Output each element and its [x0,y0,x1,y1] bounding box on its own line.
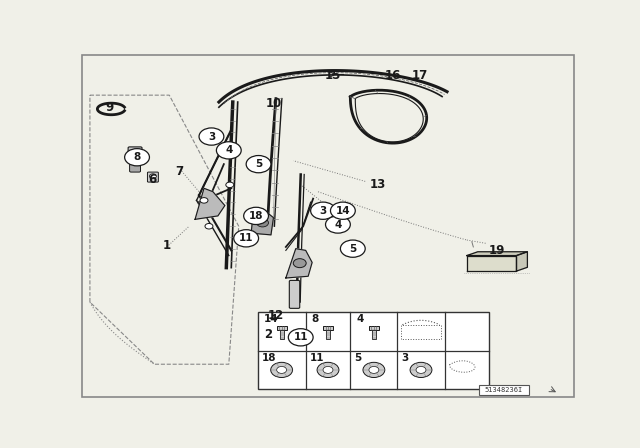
Bar [326,330,330,339]
Circle shape [149,174,156,179]
Polygon shape [251,209,273,235]
FancyBboxPatch shape [289,280,300,308]
Text: 5: 5 [355,353,362,363]
Bar [257,313,489,389]
FancyBboxPatch shape [129,157,141,172]
Text: 2: 2 [264,328,273,341]
Circle shape [234,230,259,247]
Text: 4: 4 [334,220,342,229]
Circle shape [330,202,355,220]
Circle shape [363,362,385,378]
Polygon shape [467,255,516,271]
Polygon shape [195,188,225,220]
Bar [372,330,376,339]
Circle shape [293,258,306,267]
Text: 7: 7 [175,164,183,177]
Polygon shape [467,252,527,255]
Polygon shape [516,252,527,271]
Text: 3: 3 [319,206,326,216]
Circle shape [271,362,292,378]
Text: 14: 14 [335,206,350,216]
Bar [479,385,529,395]
Text: 10: 10 [266,97,282,110]
Text: 51348236I: 51348236I [485,387,524,393]
Text: 14: 14 [264,314,278,324]
Text: 15: 15 [324,69,341,82]
Text: 18: 18 [249,211,263,221]
Text: 13: 13 [369,178,386,191]
Circle shape [323,366,333,373]
Circle shape [216,142,241,159]
Circle shape [317,362,339,378]
Circle shape [276,366,287,373]
Text: 3: 3 [401,353,409,363]
FancyBboxPatch shape [147,172,158,182]
Circle shape [326,216,350,233]
Text: 11: 11 [294,332,308,342]
Circle shape [410,362,432,378]
Circle shape [199,128,224,145]
Circle shape [125,149,150,166]
Circle shape [212,130,220,136]
Text: 11: 11 [310,353,324,363]
Text: 6: 6 [148,173,156,186]
Text: 16: 16 [384,69,401,82]
Circle shape [226,182,234,188]
Text: 9: 9 [106,101,114,114]
Text: 3: 3 [208,132,215,142]
Circle shape [369,366,379,373]
Circle shape [246,155,271,173]
Text: 8: 8 [312,314,319,324]
Text: 11: 11 [239,233,253,243]
Circle shape [289,329,313,346]
Circle shape [257,219,269,227]
Circle shape [244,207,269,224]
Text: 12: 12 [268,310,284,323]
Bar [323,326,333,330]
Text: 5: 5 [349,244,356,254]
Circle shape [200,198,208,203]
Text: 1: 1 [163,239,171,252]
Text: 18: 18 [262,353,276,363]
Circle shape [416,366,426,373]
Text: 4: 4 [225,145,232,155]
FancyBboxPatch shape [128,147,142,160]
Circle shape [340,240,365,257]
Bar [276,326,287,330]
Circle shape [310,202,335,220]
Bar [369,326,379,330]
Text: 17: 17 [412,69,428,82]
Bar [280,330,284,339]
Text: 4: 4 [356,314,364,324]
Text: 8: 8 [133,152,141,162]
Text: 19: 19 [488,244,505,257]
Text: 5: 5 [255,159,262,169]
Circle shape [205,224,213,229]
Polygon shape [286,249,312,278]
